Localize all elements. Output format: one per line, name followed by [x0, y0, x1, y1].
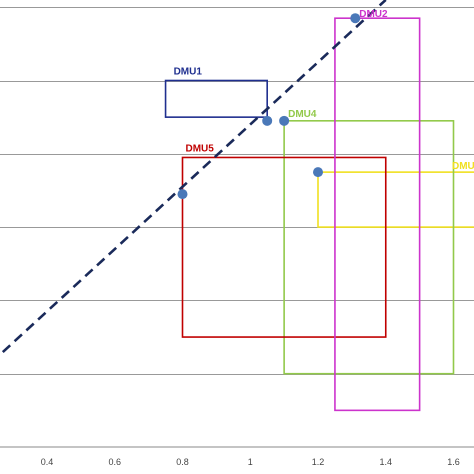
dmu5-region: [181, 156, 387, 338]
dmu4-label: DMU4: [288, 109, 317, 120]
dmu1-region: [164, 79, 268, 118]
x-tick-label: 1: [248, 457, 253, 467]
x-tick-labels: 0.4 0.6 0.8 1 1.2 1.4 1.6: [41, 457, 460, 467]
dmu4-region: [283, 120, 455, 375]
dmu3-label: DMU3: [452, 161, 474, 172]
dmu2-point: [350, 13, 361, 24]
x-tick-label: 0.6: [108, 457, 121, 467]
dmu5-label: DMU5: [186, 143, 215, 154]
dmu4-point: [279, 115, 290, 126]
frontier: [0, 0, 387, 357]
dmu3-point: [313, 167, 323, 178]
x-tick-label: 1.4: [379, 457, 392, 467]
grid-lines: [0, 7, 474, 375]
dmu2-region: [334, 17, 421, 412]
dmu-regions: [164, 17, 474, 412]
dmu1-label: DMU1: [174, 67, 203, 78]
dmu1-point: [262, 115, 273, 126]
dmu2-label: DMU2: [359, 9, 388, 20]
dmu5-point: [177, 189, 188, 200]
dmu-points: [177, 13, 361, 200]
x-tick-label: 1.2: [312, 457, 325, 467]
x-tick-label: 0.8: [176, 457, 189, 467]
dmu-labels: DMU1 DMU2 DMU4 DMU5 DMU3: [174, 9, 474, 172]
dmu3-region: [317, 171, 474, 228]
frontier-line: [0, 0, 387, 357]
x-tick-label: 0.4: [41, 457, 54, 467]
x-tick-label: 1.6: [447, 457, 460, 467]
